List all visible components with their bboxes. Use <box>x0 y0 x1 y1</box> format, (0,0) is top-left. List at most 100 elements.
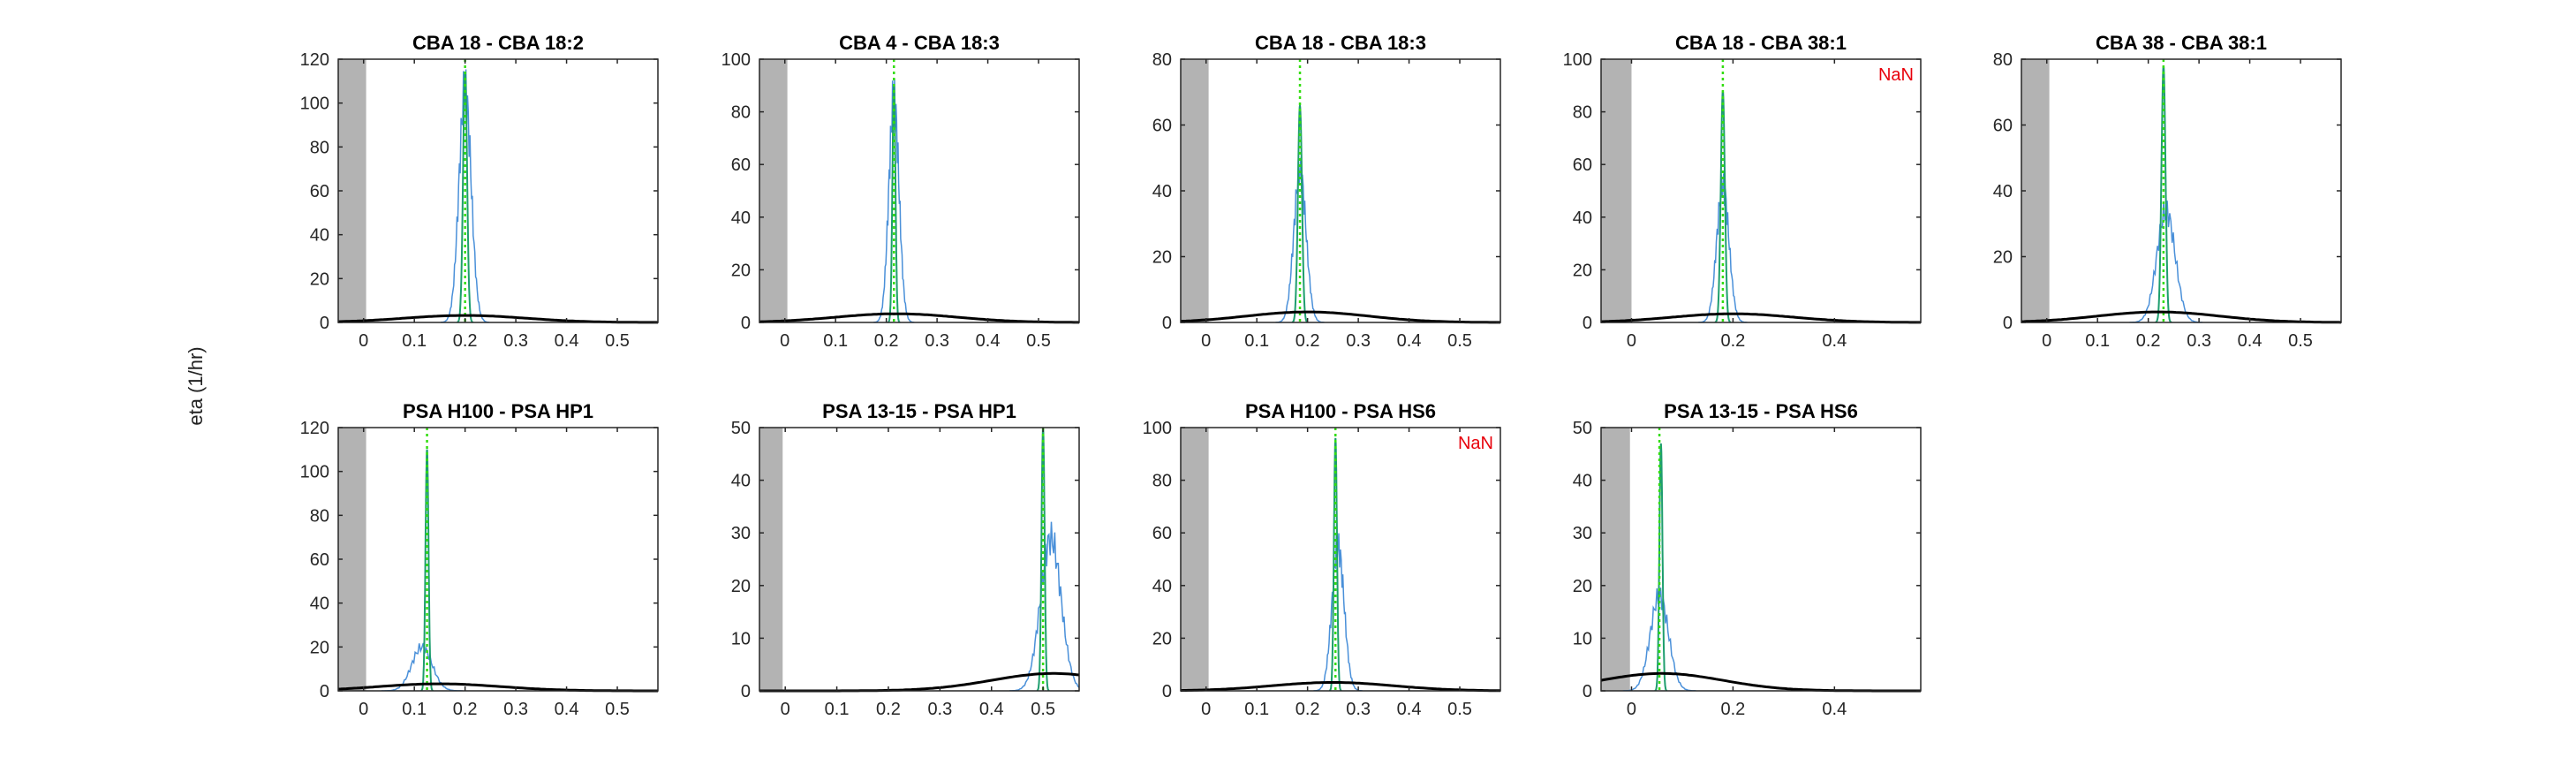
subplot-title: CBA 18 - CBA 18:3 <box>1255 32 1426 54</box>
x-tick-label: 0.5 <box>1447 331 1472 351</box>
prior-series <box>759 671 1080 693</box>
axes-box <box>337 58 659 323</box>
prior-series <box>1180 310 1500 324</box>
x-tick-label: 0.2 <box>453 700 478 719</box>
y-tick-label: 20 <box>731 261 751 280</box>
x-tick-label: 0.2 <box>1296 331 1320 351</box>
y-tick-label: 20 <box>1993 248 2013 268</box>
subplot-title: PSA 13-15 - PSA HP1 <box>822 400 1016 422</box>
y-tick-label: 0 <box>741 682 751 701</box>
x-tick-label: 0.1 <box>823 331 848 351</box>
y-tick-label: 20 <box>1573 577 1592 596</box>
x-tick-label: 0.1 <box>402 700 427 719</box>
prior-series <box>337 314 658 324</box>
x-tick-label: 0 <box>359 700 368 719</box>
y-tick-label: 20 <box>310 269 329 289</box>
shaded-region <box>759 59 788 322</box>
axes-box <box>337 427 659 692</box>
y-tick-label: 80 <box>310 506 329 526</box>
posterior-series <box>1036 428 1050 691</box>
y-tick-label: 60 <box>731 155 751 175</box>
x-tick-label: 0.3 <box>2187 331 2211 351</box>
shaded-region <box>1181 428 1209 691</box>
subplot-title: CBA 18 - CBA 18:2 <box>412 32 584 54</box>
axes-box <box>1600 427 1922 692</box>
x-tick-label: 0 <box>1627 700 1636 719</box>
prior-series <box>1600 312 1921 324</box>
y-tick-label: 40 <box>731 208 751 228</box>
subplot-4: 0 0.2 0.4 0 20 40 60 80 100 CBA 18 - CBA 38:1 NaN <box>1563 32 1922 351</box>
x-tick-label: 0.5 <box>1031 700 1055 719</box>
y-tick-label: 20 <box>1152 248 1172 268</box>
nan-annotation: NaN <box>1458 434 1493 453</box>
posterior-series <box>1714 90 1732 322</box>
y-tick-label: 30 <box>731 524 751 543</box>
y-tick-label: 60 <box>1152 524 1172 543</box>
subplot-1: 0 0.1 0.2 0.3 0.4 0.5 0 20 40 60 80 100 120 CBA 18 - … <box>300 32 659 351</box>
subplot-9: 0 0.2 0.4 0 10 20 30 40 50 PSA 13-15 - PSA HS6 <box>1573 400 1922 719</box>
x-tick-label: 0.5 <box>2288 331 2313 351</box>
subplot-title: CBA 38 - CBA 38:1 <box>2096 32 2267 54</box>
y-tick-label: 50 <box>1573 419 1592 438</box>
subplot-title: CBA 18 - CBA 38:1 <box>1675 32 1847 54</box>
y-tick-label: 20 <box>1152 629 1172 648</box>
y-tick-label: 80 <box>1152 472 1172 491</box>
shaded-region <box>759 428 783 691</box>
y-tick-label: 80 <box>310 138 329 157</box>
y-tick-label: 20 <box>1573 261 1592 280</box>
axes-box <box>1180 58 1501 323</box>
y-tick-label: 40 <box>310 595 329 614</box>
x-tick-label: 0 <box>781 700 790 719</box>
x-tick-label: 0.4 <box>1397 331 1422 351</box>
x-tick-label: 0.4 <box>976 331 1001 351</box>
shaded-region <box>2021 59 2050 322</box>
y-tick-label: 60 <box>1152 117 1172 136</box>
x-tick-label: 0.1 <box>2085 331 2110 351</box>
x-tick-label: 0.2 <box>876 700 901 719</box>
x-tick-label: 0.4 <box>2238 331 2262 351</box>
x-tick-label: 0.1 <box>1244 700 1269 719</box>
x-tick-label: 0.4 <box>555 331 579 351</box>
x-tick-label: 0.3 <box>503 331 528 351</box>
subplot-title: PSA H100 - PSA HP1 <box>403 400 593 422</box>
y-tick-label: 120 <box>300 50 329 70</box>
shaded-region <box>1601 59 1632 322</box>
histogram-series <box>381 642 463 691</box>
x-tick-label: 0.2 <box>1720 700 1745 719</box>
y-tick-label: 100 <box>721 50 751 70</box>
prior-series <box>1600 671 1921 693</box>
shaded-region <box>338 59 366 322</box>
subplot-2: 0 0.1 0.2 0.3 0.4 0.5 0 20 40 60 80 100 CBA 4 - CBA … <box>721 32 1080 351</box>
y-tick-label: 0 <box>741 314 751 333</box>
y-tick-label: 120 <box>300 419 329 438</box>
axes-box <box>1180 427 1501 692</box>
subplot-title: PSA H100 - PSA HS6 <box>1245 400 1436 422</box>
x-tick-label: 0.1 <box>402 331 427 351</box>
x-tick-label: 0.2 <box>453 331 478 351</box>
x-tick-label: 0.2 <box>1296 700 1320 719</box>
y-tick-label: 60 <box>1573 155 1592 175</box>
x-tick-label: 0.3 <box>1346 700 1371 719</box>
prior-series <box>337 682 658 693</box>
x-tick-label: 0 <box>1201 700 1211 719</box>
y-tick-label: 0 <box>1583 682 1592 701</box>
x-tick-label: 0.4 <box>555 700 579 719</box>
nan-annotation: NaN <box>1878 65 1914 85</box>
x-tick-label: 0.5 <box>605 331 630 351</box>
x-tick-label: 0.3 <box>1346 331 1371 351</box>
y-tick-label: 0 <box>1583 314 1592 333</box>
y-tick-label: 10 <box>731 629 751 648</box>
x-tick-label: 0.3 <box>927 700 952 719</box>
y-tick-label: 0 <box>320 682 329 701</box>
x-tick-label: 0 <box>2042 331 2051 351</box>
histogram-series <box>1698 173 1748 322</box>
x-tick-label: 0.5 <box>1447 700 1472 719</box>
y-tick-label: 30 <box>1573 524 1592 543</box>
y-tick-label: 60 <box>310 182 329 201</box>
y-tick-label: 0 <box>320 314 329 333</box>
y-tick-label: 10 <box>1573 629 1592 648</box>
subplot-6: 0 0.1 0.2 0.3 0.4 0.5 0 20 40 60 80 100 120 PSA H100 … <box>300 400 659 719</box>
posterior-series <box>1654 443 1668 691</box>
x-tick-label: 0.4 <box>1397 700 1422 719</box>
